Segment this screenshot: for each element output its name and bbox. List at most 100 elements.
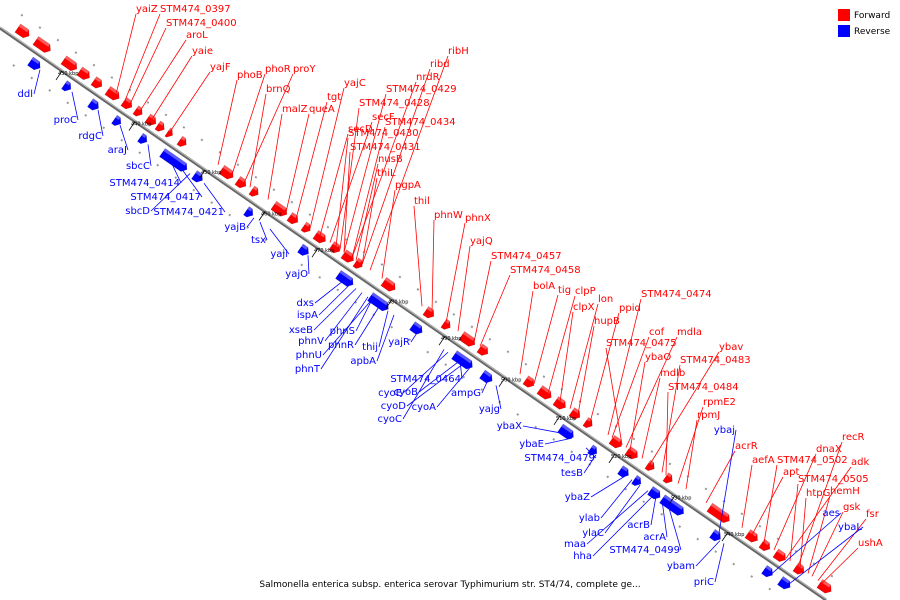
reverse-gene-block bbox=[617, 465, 629, 478]
track-dot bbox=[210, 163, 240, 204]
label-leader bbox=[586, 490, 649, 545]
label-leader bbox=[445, 222, 466, 323]
forward-gene-block bbox=[352, 257, 363, 269]
reverse-gene-label: ampG bbox=[451, 388, 481, 399]
forward-gene-block bbox=[744, 529, 758, 543]
forward-gene-label: queA bbox=[309, 104, 335, 115]
tick-line bbox=[128, 121, 136, 131]
reverse-gene-label: sbcC bbox=[126, 161, 150, 172]
forward-gene-label: ppid bbox=[619, 303, 641, 314]
forward-gene-block bbox=[458, 331, 476, 347]
tick-label: 530 kbp bbox=[671, 495, 691, 501]
track-dot bbox=[714, 512, 744, 554]
track-dot bbox=[20, 13, 24, 17]
label-leader bbox=[714, 543, 725, 583]
forward-gene-block bbox=[380, 277, 396, 292]
forward-gene-block bbox=[522, 375, 535, 388]
track-dot bbox=[570, 412, 600, 454]
legend-forward-swatch bbox=[838, 9, 850, 21]
forward-gene-block bbox=[60, 55, 78, 72]
label-leader bbox=[705, 450, 736, 504]
label-leader bbox=[355, 163, 379, 261]
label-leader bbox=[295, 101, 328, 220]
forward-gene-block bbox=[132, 105, 143, 117]
forward-gene-label: STM474_0474 bbox=[641, 289, 712, 300]
label-leader bbox=[361, 68, 431, 265]
reverse-gene-label: aes bbox=[823, 508, 841, 519]
tick-line bbox=[311, 247, 319, 258]
label-leader bbox=[418, 360, 461, 393]
label-leader bbox=[785, 526, 864, 587]
label-leader bbox=[459, 360, 463, 380]
reverse-gene-block bbox=[409, 321, 423, 335]
label-leader bbox=[605, 347, 623, 445]
forward-gene-label: recR bbox=[842, 432, 865, 443]
tick-label: 490 kbp bbox=[441, 336, 461, 342]
track-dot bbox=[408, 300, 438, 342]
track-dot bbox=[12, 26, 42, 67]
label-leader bbox=[773, 453, 817, 551]
reverse-gene-label: STM474_0417 bbox=[130, 192, 201, 203]
track-dot bbox=[174, 138, 204, 180]
tick-line bbox=[438, 335, 446, 346]
forward-gene-label: thiL bbox=[377, 168, 396, 179]
forward-gene-block bbox=[90, 76, 103, 89]
reverse-gene-label: araJ bbox=[108, 145, 127, 156]
label-leader bbox=[763, 464, 778, 544]
forward-gene-label: ybav bbox=[719, 342, 743, 353]
label-leader bbox=[797, 441, 843, 567]
forward-gene-label: rpmE2 bbox=[703, 397, 736, 408]
label-leader bbox=[231, 73, 266, 175]
reverse-gene-label: ylab bbox=[579, 513, 600, 524]
reverse-gene-label: phnR bbox=[328, 340, 354, 351]
label-leader bbox=[169, 159, 182, 184]
label-leader bbox=[522, 425, 567, 435]
forward-gene-label: yajQ bbox=[470, 236, 493, 247]
forward-gene-label: STM474_0484 bbox=[668, 382, 739, 393]
label-leader bbox=[97, 109, 104, 137]
reverse-gene-block bbox=[243, 206, 254, 218]
tick-line bbox=[668, 495, 676, 505]
label-leader bbox=[600, 479, 633, 519]
label-leader bbox=[547, 295, 576, 394]
label-leader bbox=[495, 385, 502, 410]
label-leader bbox=[661, 500, 668, 538]
legend-reverse-swatch bbox=[838, 25, 850, 37]
label-leader bbox=[267, 113, 283, 200]
reverse-gene-label: ybaE bbox=[519, 439, 544, 450]
forward-gene-block bbox=[164, 127, 173, 138]
label-leader bbox=[246, 217, 255, 228]
forward-gene-block bbox=[624, 446, 638, 460]
forward-gene-label: lon bbox=[598, 294, 613, 305]
reverse-gene-label: STM474_0479 bbox=[524, 453, 595, 464]
reverse-gene-label: thij bbox=[362, 342, 378, 353]
tick-label: 510 kbp bbox=[556, 416, 576, 422]
reverse-gene-block bbox=[659, 494, 684, 516]
track-dot bbox=[66, 63, 96, 105]
tick-label: 520 kbp bbox=[611, 454, 631, 460]
forward-gene-block bbox=[536, 385, 552, 400]
label-leader bbox=[179, 166, 203, 198]
forward-gene-label: yaie bbox=[192, 46, 213, 57]
forward-gene-label: phnX bbox=[465, 213, 491, 224]
reverse-gene-label: yajO bbox=[285, 269, 308, 280]
label-leader bbox=[376, 314, 395, 362]
reverse-gene-label: priC bbox=[694, 577, 714, 588]
forward-gene-label: phoB bbox=[237, 70, 263, 81]
reverse-gene-block bbox=[367, 292, 389, 312]
forward-gene-label: gsk bbox=[843, 502, 861, 513]
label-leader bbox=[354, 304, 381, 346]
map-caption: Salmonella enterica subsp. enterica sero… bbox=[259, 580, 640, 590]
label-leader bbox=[318, 284, 351, 316]
reverse-gene-block bbox=[479, 369, 493, 384]
reverse-gene-label: ddl bbox=[18, 89, 33, 100]
forward-gene-label: secD bbox=[348, 124, 373, 135]
label-leader bbox=[320, 296, 369, 370]
forward-gene-label: STM474_0502 bbox=[777, 455, 848, 466]
label-leader bbox=[533, 294, 559, 384]
forward-gene-label: ybaO bbox=[645, 352, 671, 363]
label-leader bbox=[789, 483, 799, 562]
forward-gene-label: yajF bbox=[210, 62, 231, 73]
label-leader bbox=[269, 228, 290, 255]
